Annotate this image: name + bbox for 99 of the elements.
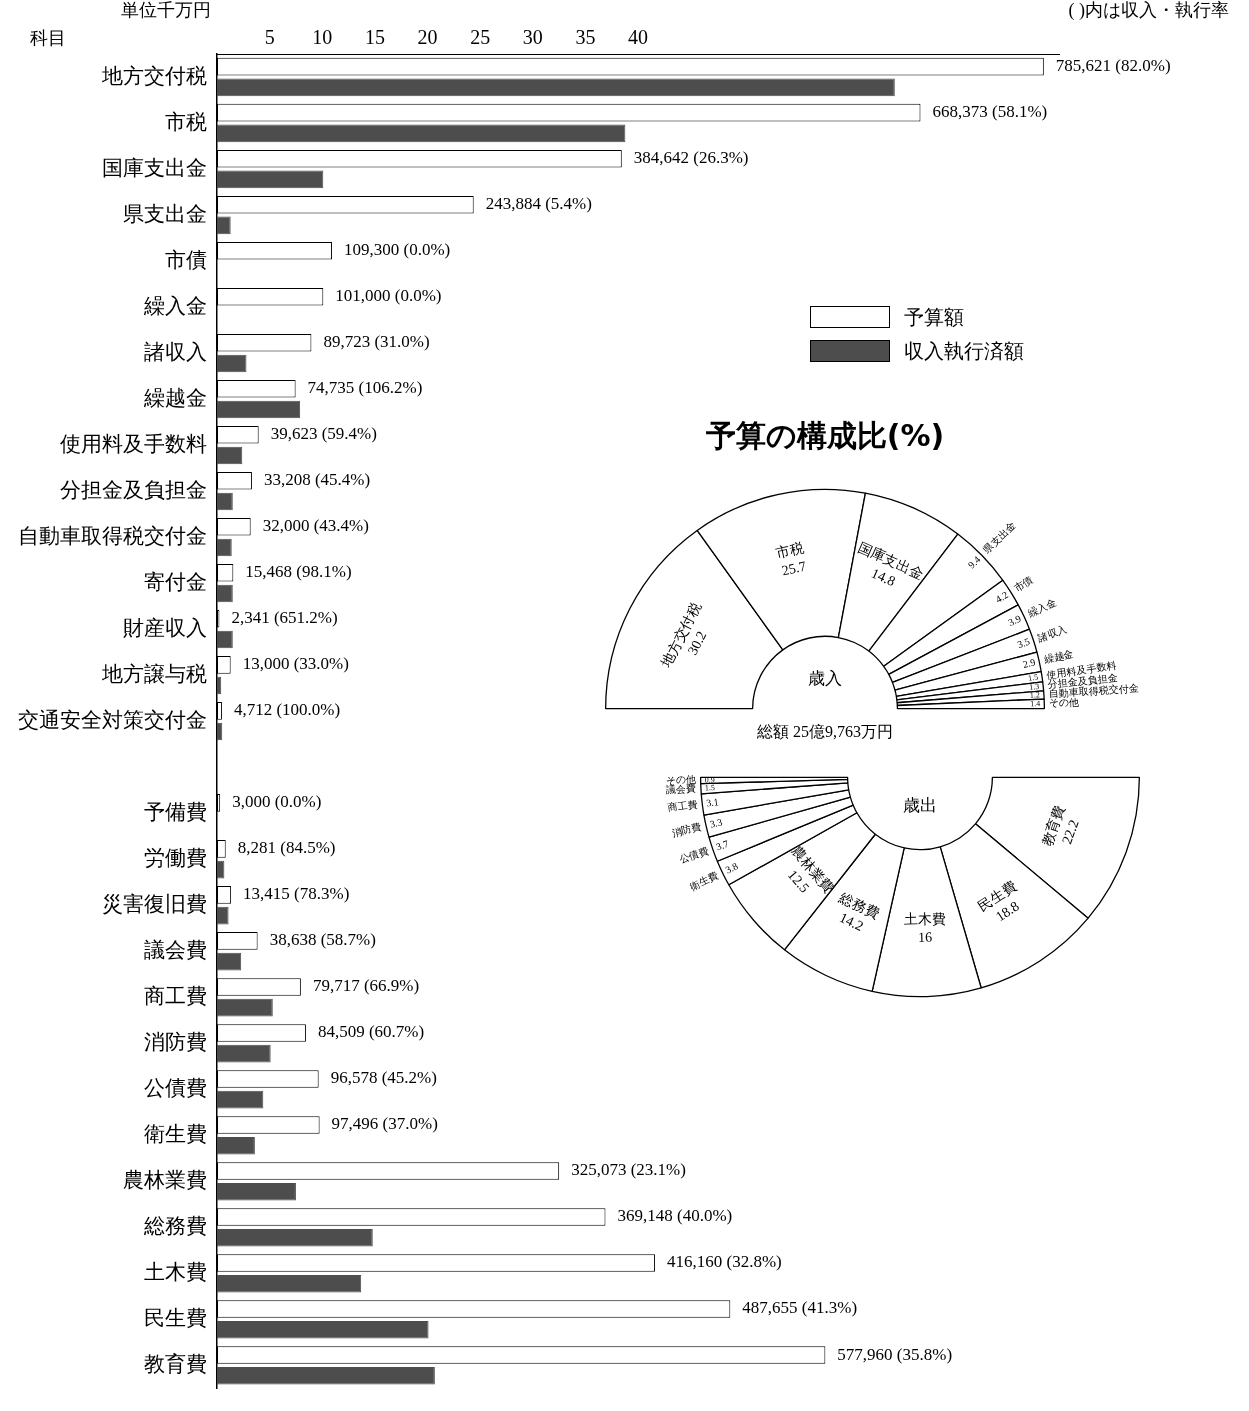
annotation: 369,148 (40.0%)	[617, 1206, 733, 1226]
text: ( )内は収入・執行率	[1068, 0, 1229, 21]
y-tick-label: 予備費	[144, 799, 207, 824]
annotation: 243,884 (5.4%)	[485, 194, 592, 214]
annotation: 79,717 (66.9%)	[312, 976, 420, 996]
x-tick-label: 15	[364, 26, 385, 49]
annotation: 416,160 (32.8%)	[667, 1252, 782, 1272]
y-tick-label: 国庫支出金	[102, 155, 207, 180]
y-tick-label: 災害復旧費	[102, 891, 207, 916]
data-label: 2.9	[1021, 656, 1037, 670]
annotation: 97,496 (37.0%)	[331, 1114, 438, 1134]
y-tick-label: 公債費	[144, 1075, 207, 1100]
slice-label: 商工費	[666, 798, 698, 814]
slice-label: 県支出金	[981, 519, 1018, 556]
data-label: 4.2	[993, 589, 1010, 605]
data-label: 3.9	[1006, 612, 1023, 628]
data-label: 1.5	[1027, 672, 1039, 683]
annotation: 13,000 (33.0%)	[242, 654, 349, 674]
y-tick-label: 県支出金	[123, 201, 207, 226]
x-tick-label: 5	[264, 26, 275, 49]
annotation: 84,509 (60.7%)	[317, 1022, 425, 1042]
slice-label: 繰越金	[1041, 648, 1075, 666]
annotation: 89,723 (31.0%)	[323, 332, 430, 352]
y-tick-label: 民生費	[144, 1305, 207, 1330]
y-tick-label: 諸収入	[144, 339, 207, 364]
legend-label: 収入執行済額	[904, 339, 1024, 363]
annotation: 歳出	[903, 795, 937, 815]
y-tick-label: 商工費	[144, 983, 207, 1008]
slice-label: 消防費	[670, 821, 703, 839]
y-tick-label: 使用料及手数料	[60, 431, 207, 456]
y-tick-label: 衛生費	[144, 1121, 207, 1146]
annotation: 32,000 (43.4%)	[262, 516, 369, 536]
data-label: 3.3	[708, 816, 724, 830]
x-tick-label: 10	[312, 26, 333, 49]
y-tick-label: 寄付金	[144, 569, 207, 594]
data-label: 1.2	[1029, 690, 1041, 700]
x-tick-label: 30	[522, 26, 543, 49]
data-label: 3.8	[723, 860, 740, 876]
annotation: 101,000 (0.0%)	[335, 286, 442, 306]
annotation: 325,073 (23.1%)	[571, 1160, 686, 1180]
y-tick-label: 市債	[165, 247, 207, 272]
data-label: 9.4	[965, 553, 983, 571]
y-tick-label: 消防費	[144, 1029, 207, 1054]
x-tick-label: 25	[470, 26, 491, 49]
annotation: 384,642 (26.3%)	[633, 148, 749, 168]
data-label: 3.5	[1015, 635, 1032, 651]
y-tick-label: 農林業費	[123, 1167, 207, 1192]
annotation: 33,208 (45.4%)	[263, 470, 371, 490]
data-label: 16	[917, 929, 933, 945]
slice-label: 諸収入	[1036, 623, 1069, 644]
chart-title: 予算の構成比(%)	[704, 417, 945, 453]
annotation: 38,638 (58.7%)	[269, 930, 376, 950]
x-axis-title: 単位千万円	[121, 0, 211, 20]
y-tick-label: 分担金及負担金	[60, 477, 207, 502]
y-tick-label: 土木費	[144, 1259, 207, 1284]
data-label: 0.9	[704, 775, 715, 785]
annotation: 13,415 (78.3%)	[243, 884, 350, 904]
y-tick-label: 繰入金	[143, 293, 207, 318]
y-tick-label: 地方交付税	[101, 63, 207, 88]
data-label: 1.3	[1028, 681, 1040, 692]
y-tick-label: 総務費	[143, 1213, 207, 1238]
slice-label: 繰入金	[1025, 596, 1058, 620]
text: 予算額	[904, 305, 964, 329]
y-tick-label: 地方譲与税	[101, 661, 207, 686]
annotation: 668,373 (58.1%)	[932, 102, 1048, 122]
x-tick-label: 20	[417, 26, 438, 49]
annotation: 39,623 (59.4%)	[270, 424, 377, 444]
y-tick-label: 教育費	[144, 1351, 207, 1376]
y-tick-label: 交通安全対策交付金	[18, 707, 207, 732]
annotation: 74,735 (106.2%)	[307, 378, 423, 398]
annotation: 15,468 (98.1%)	[245, 562, 352, 582]
data-label: 1.4	[1030, 699, 1041, 709]
slice-label: 土木費	[903, 911, 946, 928]
annotation: 4,712 (100.0%)	[233, 700, 341, 720]
annotation: 487,655 (41.3%)	[742, 1298, 858, 1318]
annotation: 3,000 (0.0%)	[232, 792, 322, 812]
slice-label: 市債	[1011, 573, 1035, 594]
annotation: 577,960 (35.8%)	[837, 1344, 953, 1364]
slice-label: 衛生費	[688, 869, 721, 893]
y-tick-label: 繰越金	[143, 385, 207, 410]
y-tick-label: 財産収入	[123, 615, 207, 640]
annotation: 785,621 (82.0%)	[1055, 56, 1171, 76]
y-tick-label: 市税	[165, 109, 207, 134]
annotation: 総額 25億9,763万円	[756, 722, 893, 740]
annotation: 8,281 (84.5%)	[237, 838, 336, 858]
y-tick-label: 議会費	[144, 937, 207, 962]
y-tick-label: 労働費	[144, 845, 207, 870]
annotation: 2,341 (651.2%)	[231, 608, 338, 628]
x-tick-label: 35	[575, 26, 596, 49]
annotation: 96,578 (45.2%)	[330, 1068, 437, 1088]
y-axis-title: 科目	[30, 28, 66, 48]
x-tick-label: 40	[628, 26, 648, 49]
annotation: 109,300 (0.0%)	[344, 240, 451, 260]
data-label: 3.7	[714, 837, 730, 853]
annotation: 歳入	[808, 669, 842, 689]
data-label: 1.5	[704, 783, 716, 793]
y-tick-label: 自動車取得税交付金	[18, 523, 207, 548]
slice-label: 公債費	[677, 844, 710, 866]
data-label: 3.1	[705, 796, 720, 809]
